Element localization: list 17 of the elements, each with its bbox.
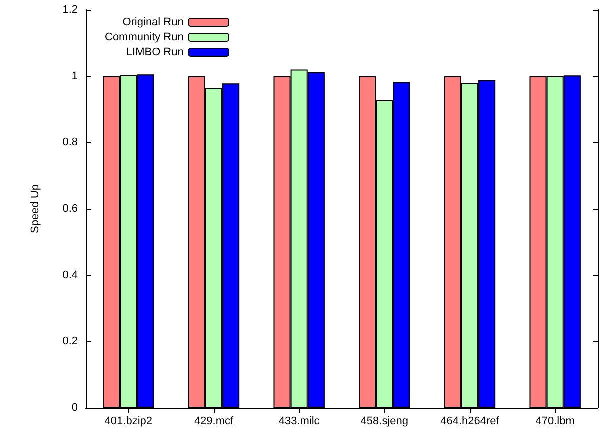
y-tick-label: 1.2	[62, 4, 78, 16]
legend-label: Original Run	[122, 16, 184, 28]
y-tick-label: 1	[72, 70, 78, 82]
y-tick-label: 0	[72, 402, 78, 414]
x-tick-label: 458.sjeng	[360, 416, 409, 428]
x-tick-label: 470.lbm	[536, 416, 575, 428]
y-axis-title: Speed Up	[30, 184, 42, 234]
x-tick-label: 464.h264ref	[440, 416, 500, 428]
legend-label: LIMBO Run	[126, 46, 184, 58]
y-tick-label: 0.4	[62, 269, 78, 282]
x-tick-label: 429.mcf	[194, 416, 234, 428]
x-tick-label: 433.milc	[278, 416, 320, 428]
y-tick-label: 0.2	[62, 336, 78, 348]
y-tick-label: 0.6	[62, 203, 78, 215]
x-tick-label: 401.bzip2	[104, 416, 153, 428]
y-tick-label: 0.8	[62, 136, 78, 149]
legend-label: Community Run	[105, 32, 184, 44]
